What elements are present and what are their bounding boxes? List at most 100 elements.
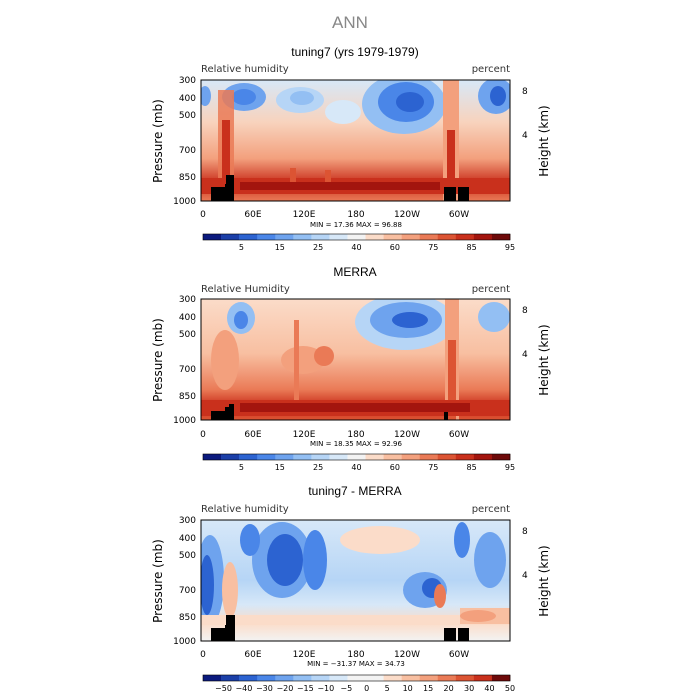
colorbar: 5 15 25 40 60 75 85 95 (202, 453, 515, 472)
colorbar-swatch (239, 454, 258, 460)
colorbar-swatch (383, 234, 402, 240)
colorbar-swatch (329, 454, 348, 460)
colorbar-swatch (401, 454, 421, 460)
colorbar-label: 40 (351, 243, 361, 252)
colorbar-label: 50 (505, 684, 515, 693)
y-axis-left: 300 400 500 700 850 1000 Pressure (mb) (151, 76, 196, 207)
x-axis: 0 60E 120E 180 120W 60W (200, 650, 469, 660)
x-tick-label: 0 (200, 650, 206, 660)
units-label: percent (472, 284, 510, 295)
x-tick-label: 120E (293, 430, 316, 440)
colorbar-swatch (347, 234, 366, 240)
colorbar-label: 20 (444, 684, 454, 693)
colorbar-label: 30 (464, 684, 474, 693)
colorbar-swatch (275, 234, 294, 240)
colorbar-swatch (293, 675, 312, 681)
colorbar-swatch (293, 454, 312, 460)
y2-axis-label: Height (km) (537, 105, 551, 176)
y-tick-label: 700 (179, 586, 196, 596)
y-tick-label: 1000 (173, 416, 196, 426)
colorbar-label: 95 (505, 463, 515, 472)
colorbar-swatch (257, 454, 276, 460)
colorbar-frame (202, 674, 511, 682)
y-axis-label: Pressure (mb) (151, 318, 165, 402)
min-max-stats: MIN = 17.36 MAX = 96.88 (310, 221, 402, 229)
y-tick-label: 700 (179, 365, 196, 375)
min-max-stats: MIN = 18.35 MAX = 92.96 (310, 440, 402, 448)
y-tick-label: 300 (179, 76, 196, 86)
colorbar-swatch (419, 675, 439, 681)
figure-title: ANN (332, 13, 368, 32)
colorbar-swatch (239, 234, 258, 240)
colorbar-swatch (329, 675, 348, 681)
x-tick-label: 120E (293, 210, 316, 220)
contour-field (201, 80, 510, 201)
colorbar-swatch (365, 675, 384, 681)
colorbar: 5 15 25 40 60 75 85 95 (202, 233, 515, 252)
variable-label: Relative humidity (201, 504, 289, 515)
colorbar-swatch (473, 234, 493, 240)
colorbar-swatch (257, 675, 276, 681)
colorbar-swatch (437, 234, 457, 240)
colorbar-swatch (257, 234, 276, 240)
y-tick-label: 400 (179, 94, 196, 104)
colorbar-swatch (311, 454, 330, 460)
colorbar-label: −20 (276, 684, 293, 693)
y-tick-label: 300 (179, 516, 196, 526)
orography-mask (211, 615, 469, 641)
colorbar-swatch (311, 675, 330, 681)
orography-mask (211, 404, 448, 420)
colorbar-swatch (473, 675, 493, 681)
colorbar-swatch (203, 454, 222, 460)
x-tick-label: 60W (449, 210, 469, 220)
units-label: percent (472, 64, 510, 75)
colorbar-swatch (239, 675, 258, 681)
colorbar-swatch (221, 675, 240, 681)
colorbar-label: 75 (428, 463, 438, 472)
colorbar-frame (202, 233, 511, 241)
x-tick-label: 180 (347, 430, 364, 440)
x-tick-label: 120W (394, 210, 420, 220)
x-tick-label: 60W (449, 650, 469, 660)
colorbar-label: −30 (256, 684, 273, 693)
panel-title: tuning7 (yrs 1979-1979) (291, 45, 418, 59)
orography-mask (211, 175, 469, 201)
colorbar-swatch (347, 675, 366, 681)
x-tick-label: 0 (200, 210, 206, 220)
colorbar-label: 15 (275, 463, 285, 472)
colorbar-label: 5 (239, 243, 244, 252)
y2-tick-label: 8 (522, 306, 528, 316)
colorbar-label: 40 (351, 463, 361, 472)
y-tick-label: 500 (179, 330, 196, 340)
colorbar-swatch (419, 234, 439, 240)
colorbar-swatch (419, 454, 439, 460)
panel-difference: tuning7 - MERRA Relative humidity percen… (151, 484, 551, 693)
colorbar-label: 15 (275, 243, 285, 252)
plot-frame (200, 79, 511, 202)
panel-tuning7: tuning7 (yrs 1979-1979) Relative humidit… (151, 45, 551, 252)
colorbar-label: 75 (428, 243, 438, 252)
colorbar-label: 95 (505, 243, 515, 252)
colorbar-swatch (455, 454, 475, 460)
y2-tick-label: 4 (522, 350, 528, 360)
x-tick-label: 60E (244, 430, 261, 440)
y-tick-label: 400 (179, 313, 196, 323)
y-tick-label: 850 (179, 392, 196, 402)
y2-tick-label: 4 (522, 131, 528, 141)
x-axis: 0 60E 120E 180 120W 60W (200, 430, 469, 440)
y-tick-label: 1000 (173, 197, 196, 207)
x-tick-label: 180 (347, 210, 364, 220)
y2-axis-label: Height (km) (537, 545, 551, 616)
y-tick-label: 1000 (173, 637, 196, 647)
x-tick-label: 60E (244, 210, 261, 220)
variable-label: Relative humidity (201, 64, 289, 75)
plot-frame (200, 519, 511, 642)
x-tick-label: 180 (347, 650, 364, 660)
x-tick-label: 120W (394, 430, 420, 440)
colorbar-label: 5 (239, 463, 244, 472)
contour-field (201, 299, 510, 420)
colorbar-label: −15 (297, 684, 314, 693)
y-axis-label: Pressure (mb) (151, 539, 165, 623)
y-tick-label: 400 (179, 534, 196, 544)
colorbar-swatch (455, 234, 475, 240)
